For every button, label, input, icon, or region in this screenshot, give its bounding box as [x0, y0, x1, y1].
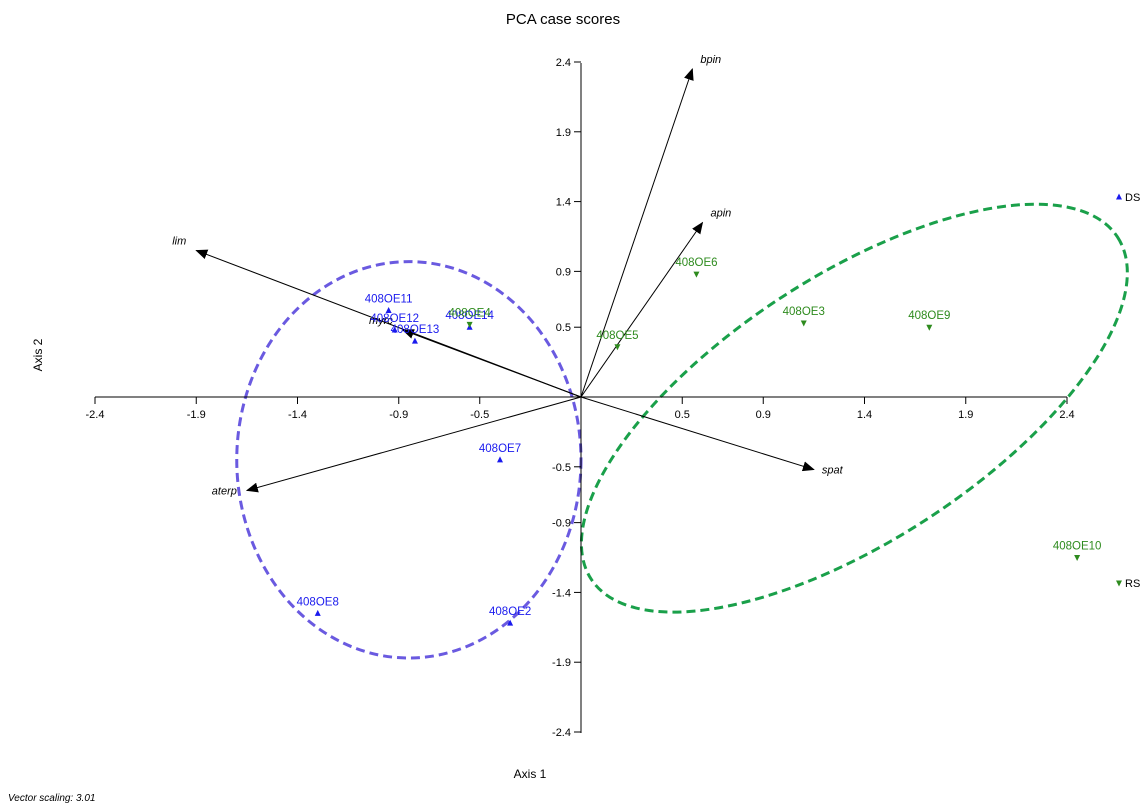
- point-marker-408OE4: [466, 321, 473, 328]
- point-label: 408OE12: [370, 313, 419, 325]
- x-axis-label: Axis 1: [514, 767, 547, 781]
- point-label: 408OE3: [783, 306, 825, 318]
- y-tick-label: -1.4: [552, 587, 571, 599]
- chart-title: PCA case scores: [506, 11, 620, 28]
- vector-myrc: [401, 329, 582, 398]
- legend-label-ds: DS: [1125, 192, 1140, 204]
- point-label: 408OE2: [489, 606, 531, 618]
- y-tick-label: 1.9: [556, 127, 571, 139]
- axes: -2.4 -1.9 -1.4 -0.9 -0.5 0.5 0.9 1.4 1.9 2.4 2.4 1.…: [86, 57, 1075, 739]
- y-tick-label: 0.5: [556, 322, 571, 334]
- x-tick-label: -2.4: [86, 409, 105, 421]
- variable-vectors: bpin apin lim myrc aterp spat: [172, 54, 843, 498]
- point-label: 408OE10: [1053, 541, 1102, 553]
- x-tick-label: -1.4: [288, 409, 307, 421]
- vector-label: myrc: [369, 315, 393, 327]
- point-marker-408OE3: [800, 320, 807, 327]
- point-label: 408OE14: [445, 310, 494, 322]
- point-marker-408OE12: [391, 326, 398, 333]
- y-tick-label: -0.5: [552, 462, 571, 474]
- ellipse-rs: [579, 202, 1129, 614]
- x-tick-label: -0.5: [470, 409, 489, 421]
- point-label: 408OE6: [675, 257, 717, 269]
- point-label: 408OE7: [479, 443, 521, 455]
- point-label: 408OE11: [365, 293, 413, 305]
- point-marker-408OE7: [497, 456, 503, 463]
- y-tick-label: 2.4: [556, 57, 571, 69]
- legend-label-rs: RS: [1125, 578, 1140, 590]
- vector-aterp: [245, 396, 582, 493]
- point-label: 408OE4: [449, 307, 492, 319]
- point-marker-408OE8: [314, 609, 321, 616]
- vector-apin: [580, 221, 704, 398]
- legend-marker-ds: [1116, 193, 1122, 200]
- point-label: 408OE8: [297, 596, 339, 608]
- point-marker-408OE5: [614, 344, 621, 351]
- point-marker-408OE2: [507, 619, 514, 626]
- confidence-ellipses: [235, 202, 1129, 660]
- x-tick-label: 0.9: [756, 409, 771, 421]
- legend: DS RS: [1116, 192, 1140, 590]
- vector-bpin: [580, 68, 694, 398]
- x-tick-label: 0.5: [675, 409, 690, 421]
- point-label: 408OE13: [391, 324, 440, 336]
- x-tick-label: 1.4: [857, 409, 872, 421]
- vector-scaling-note: Vector scaling: 3.01: [8, 793, 95, 804]
- point-marker-408OE10: [1074, 555, 1081, 562]
- vector-label: apin: [711, 208, 732, 220]
- y-tick-label: 1.4: [556, 197, 571, 209]
- x-tick-label: -0.9: [389, 409, 408, 421]
- y-tick-label: -0.9: [552, 518, 571, 530]
- vector-label: lim: [172, 235, 186, 247]
- x-tick-label: 1.9: [958, 409, 973, 421]
- point-marker-408OE11: [385, 306, 392, 313]
- vector-spat: [580, 396, 815, 472]
- point-marker-408OE9: [926, 324, 933, 331]
- vector-label: bpin: [700, 54, 721, 66]
- legend-marker-rs: [1116, 580, 1122, 587]
- point-marker-408OE6: [693, 271, 700, 278]
- vector-label: aterp: [212, 486, 237, 498]
- x-tick-label: 2.4: [1059, 409, 1074, 421]
- x-tick-label: -1.9: [187, 409, 206, 421]
- y-axis-label: Axis 2: [31, 338, 45, 371]
- y-tick-label: 0.9: [556, 266, 571, 278]
- point-label: 408OE5: [596, 330, 638, 342]
- y-tick-label: -1.9: [552, 657, 571, 669]
- vector-label: spat: [822, 465, 844, 477]
- y-tick-label: -2.4: [552, 727, 571, 739]
- point-label: 408OE9: [908, 310, 950, 322]
- point-marker-408OE13: [411, 337, 418, 344]
